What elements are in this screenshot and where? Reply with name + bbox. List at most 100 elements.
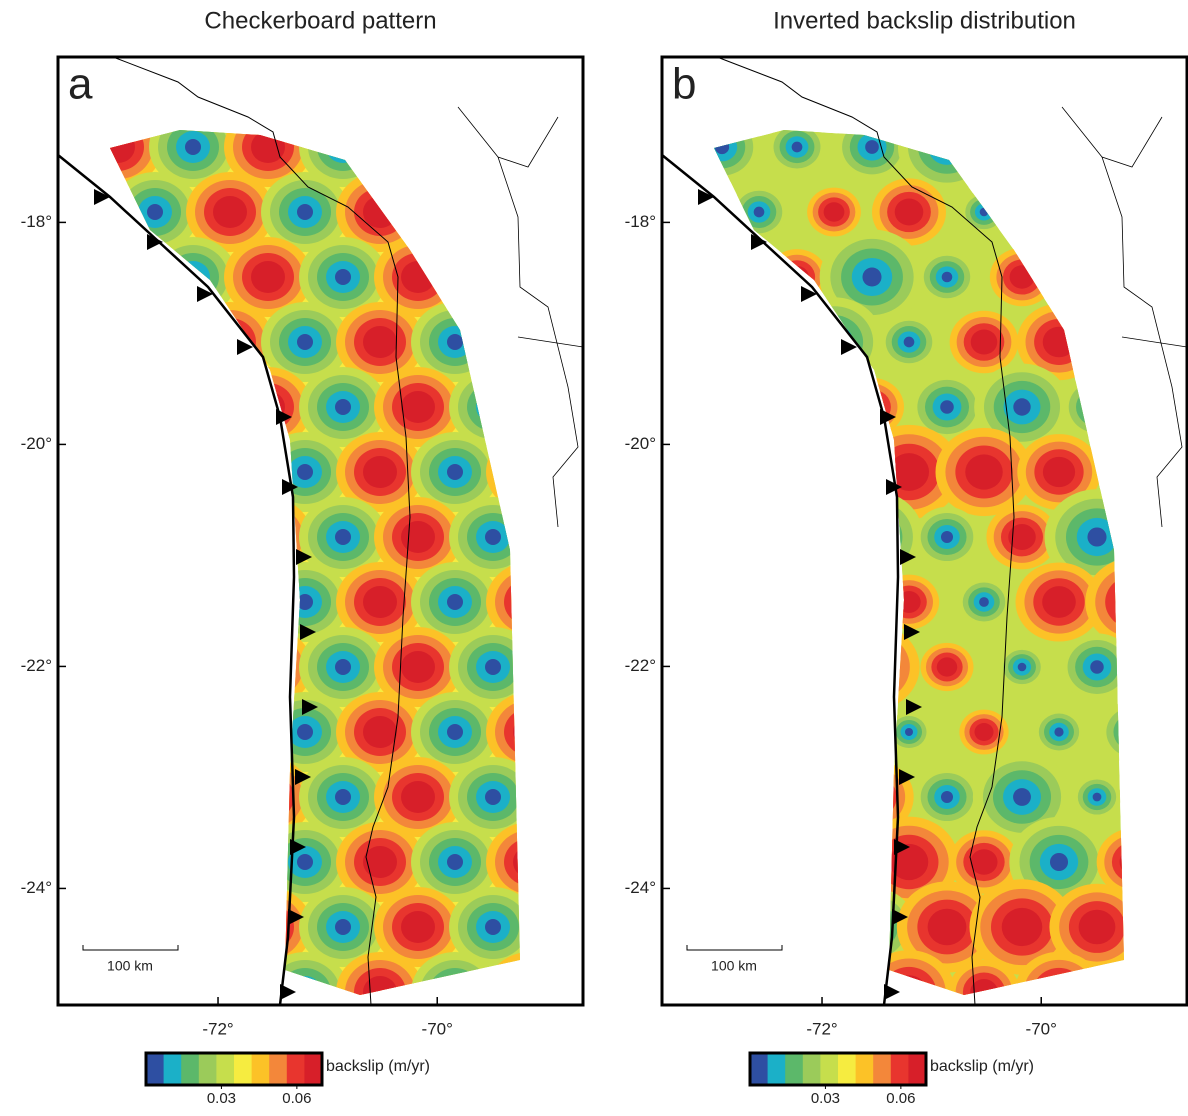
contour-blob <box>772 384 822 430</box>
contour-blob <box>524 367 612 447</box>
contour-blob <box>714 658 731 676</box>
contour-blob <box>862 267 882 287</box>
contour-blob <box>467 253 519 301</box>
contour-blob <box>213 716 247 748</box>
contour-blob <box>486 172 520 252</box>
contour-blob <box>533 375 603 439</box>
trench-triangle <box>237 339 253 355</box>
contour-blob <box>780 391 814 423</box>
contour-blob <box>714 394 736 420</box>
trench-triangle <box>904 624 920 640</box>
contour-blob <box>110 131 135 163</box>
contour-blob <box>374 130 462 187</box>
contour-blob <box>588 716 622 748</box>
contour-blob <box>987 130 1057 179</box>
contour-blob <box>1042 326 1076 358</box>
contour-blob <box>363 716 397 748</box>
contour-blob <box>513 326 520 358</box>
contour-blob <box>1158 134 1187 161</box>
contour-blob <box>797 568 871 636</box>
colorbar-swatch <box>163 1053 182 1085</box>
contour-blob <box>495 180 520 244</box>
contour-blob <box>979 597 989 607</box>
contour-blob <box>734 709 784 755</box>
contour-blob <box>149 367 237 447</box>
x-tick-label: -70° <box>1026 1019 1057 1038</box>
contour-blob <box>533 765 603 829</box>
contour-blob <box>167 903 219 951</box>
contour-blob <box>486 302 520 382</box>
contour-blob <box>1069 252 1124 302</box>
contour-blob <box>447 334 463 350</box>
contour-blob <box>749 332 769 352</box>
contour-blob <box>714 296 810 388</box>
contour-blob <box>147 594 163 610</box>
contour-blob <box>774 646 820 688</box>
contour-blob <box>927 908 967 946</box>
contour-blob <box>729 314 789 370</box>
contour-blob <box>251 781 285 813</box>
contour-blob <box>242 643 294 691</box>
trench <box>661 154 900 1006</box>
contour-blob <box>718 305 800 379</box>
contour-blob <box>513 716 520 748</box>
contour-blob <box>1028 183 1090 241</box>
x-tick-label: -70° <box>422 1019 453 1038</box>
contour-blob <box>714 381 750 433</box>
contour-blob <box>1116 326 1124 358</box>
trench-triangle <box>276 409 292 425</box>
contour-blob <box>715 530 729 544</box>
trench-triangle <box>197 286 213 302</box>
contour-blob <box>495 310 520 374</box>
colorbar-swatch <box>181 1053 200 1085</box>
contour-blob <box>738 453 780 491</box>
contour-blob <box>570 570 640 634</box>
contour-blob <box>149 497 237 577</box>
contour-blob <box>1121 979 1124 995</box>
contour-blob <box>120 830 190 894</box>
contour-blob <box>743 847 775 877</box>
contour-blob <box>447 854 463 870</box>
contour-blob <box>110 367 162 447</box>
contour-blob <box>1098 179 1124 245</box>
contour-blob <box>251 131 285 163</box>
contour-blob <box>138 716 172 748</box>
contour-blob <box>111 562 199 642</box>
panel-label: a <box>68 60 93 109</box>
y-tick-label: -20° <box>21 434 52 453</box>
contour-blob <box>251 521 285 553</box>
contour-blob <box>852 518 892 556</box>
contour-blob <box>1017 662 1027 672</box>
contour-blob <box>1171 567 1188 636</box>
contour-blob <box>714 917 732 937</box>
contour-blob <box>467 130 519 171</box>
contour-blob <box>167 643 219 691</box>
contour-blob <box>965 454 1003 490</box>
contour-blob <box>1009 265 1035 289</box>
contour-blob <box>185 529 201 545</box>
contour-blob <box>755 368 839 446</box>
colorbar-swatch <box>838 1053 857 1085</box>
contour-blob <box>551 261 585 293</box>
border <box>1061 106 1188 528</box>
x-tick-label: -72° <box>202 1019 233 1038</box>
contour-blob <box>746 750 848 844</box>
contour-blob <box>447 204 463 220</box>
contour-blob <box>788 430 880 514</box>
contour-blob <box>129 968 181 995</box>
contour-blob <box>785 265 809 289</box>
contour-blob <box>185 139 201 155</box>
contour-blob <box>158 895 228 959</box>
contour-blob <box>739 323 779 361</box>
contour-blob <box>714 269 730 285</box>
contour-blob <box>110 911 135 943</box>
contour-blob <box>524 627 612 707</box>
contour-blob <box>1042 456 1076 488</box>
trench-triangle <box>841 339 857 355</box>
contour-blob <box>158 635 228 699</box>
contour-blob <box>504 838 520 886</box>
contour-blob <box>816 585 852 619</box>
contour-blob <box>1147 774 1188 820</box>
contour-blob <box>714 654 736 680</box>
contour-blob <box>542 773 594 821</box>
